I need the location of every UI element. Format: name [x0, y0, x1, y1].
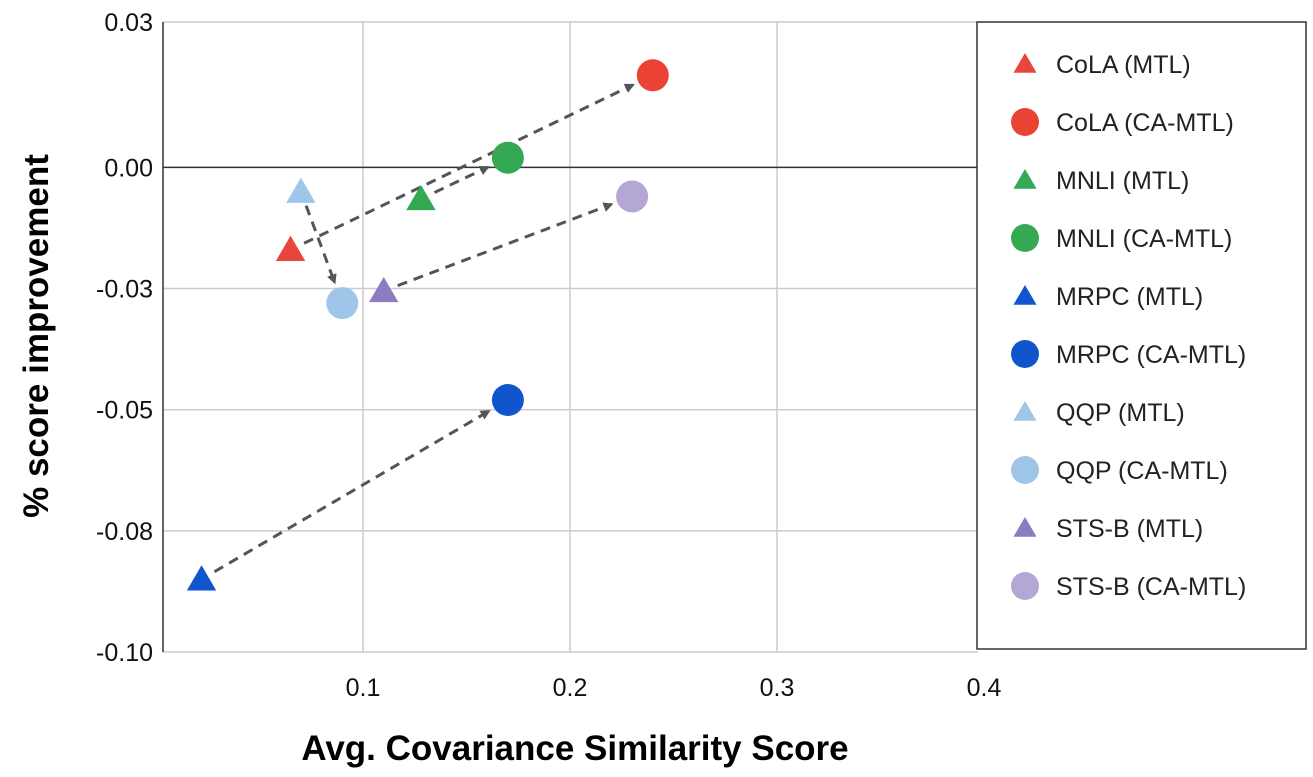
legend-label-cola-ca-mtl: CoLA (CA-MTL) — [1056, 109, 1234, 137]
x-tick-label: 0.3 — [760, 674, 795, 702]
point-mnli-mtl — [406, 184, 436, 211]
point-qqp-mtl — [286, 177, 316, 203]
point-mnli-ca-mtl — [491, 141, 524, 174]
legend-qqp-mtl-icon — [1013, 401, 1037, 421]
y-tick-label: -0.03 — [96, 276, 153, 304]
legend-qqp-ca-mtl-icon — [1011, 456, 1039, 484]
point-layer — [186, 59, 669, 591]
arrow-mnli — [433, 165, 490, 194]
x-tick-label: 0.4 — [967, 674, 1002, 702]
legend-mnli-mtl-icon — [1013, 169, 1037, 189]
x-axis-title: Avg. Covariance Similarity Score — [301, 729, 848, 768]
y-tick-label: -0.08 — [96, 518, 153, 546]
arrow-cola — [303, 83, 635, 245]
legend-label-sts-b-mtl: STS-B (MTL) — [1056, 515, 1203, 543]
legend-label-sts-b-ca-mtl: STS-B (CA-MTL) — [1056, 573, 1246, 601]
arrow-qqp — [304, 205, 337, 285]
arrow-sts-b — [397, 202, 614, 288]
point-qqp-ca-mtl — [326, 287, 359, 320]
legend-label-mnli-ca-mtl: MNLI (CA-MTL) — [1056, 225, 1232, 253]
point-mrpc-mtl — [186, 565, 217, 591]
legend-label-mrpc-mtl: MRPC (MTL) — [1056, 283, 1203, 311]
legend-mrpc-ca-mtl-icon — [1011, 340, 1039, 368]
point-sts-b-mtl — [369, 276, 399, 303]
axis-layer: 0.1 0.2 0.3 0.4 0.03 0.00 -0.03 -0.05 -0.08 -0.10 — [96, 9, 1001, 702]
legend-label-mrpc-ca-mtl: MRPC (CA-MTL) — [1056, 341, 1246, 369]
point-sts-b-ca-mtl — [616, 180, 649, 213]
y-tick-label: -0.10 — [96, 639, 153, 667]
y-tick-label: 0.00 — [104, 154, 153, 182]
legend-cola-ca-mtl-icon — [1011, 108, 1039, 136]
legend-label-qqp-ca-mtl: QQP (CA-MTL) — [1056, 457, 1228, 485]
legend-sts-b-mtl-icon — [1013, 517, 1037, 537]
arrow-layer — [213, 83, 635, 574]
legend-label-cola-mtl: CoLA (MTL) — [1056, 51, 1191, 79]
legend-mnli-ca-mtl-icon — [1011, 224, 1039, 252]
point-mrpc-ca-mtl — [491, 384, 524, 416]
legend-sts-b-ca-mtl-icon — [1011, 572, 1039, 600]
point-cola-mtl — [275, 235, 306, 261]
x-tick-label: 0.1 — [346, 674, 381, 702]
legend-cola-mtl-icon — [1013, 53, 1037, 73]
legend-mrpc-mtl-icon — [1013, 285, 1037, 305]
point-cola-ca-mtl — [636, 59, 669, 92]
legend-label-qqp-mtl: QQP (MTL) — [1056, 399, 1185, 427]
arrow-mrpc — [213, 409, 491, 574]
legend-label-mnli-mtl: MNLI (MTL) — [1056, 167, 1189, 195]
y-tick-label: 0.03 — [104, 9, 153, 37]
y-axis-title: % score improvement — [17, 154, 56, 518]
x-tick-label: 0.2 — [553, 674, 588, 702]
legend: CoLA (MTL) CoLA (CA-MTL) MNLI (MTL) MNLI (C… — [976, 21, 1307, 650]
y-tick-label: -0.05 — [96, 397, 153, 425]
grid-layer — [163, 21, 978, 653]
